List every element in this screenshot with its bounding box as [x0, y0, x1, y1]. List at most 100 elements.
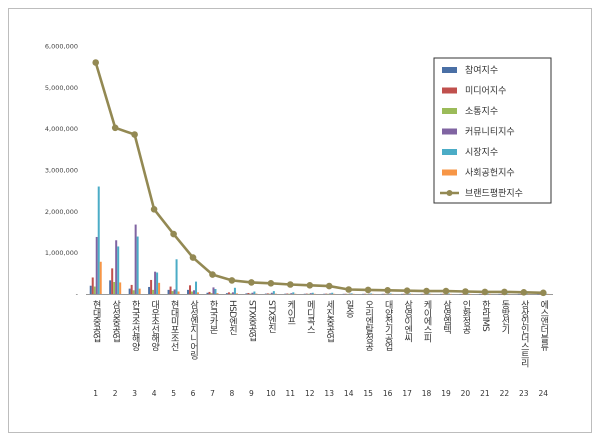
line-point — [540, 289, 547, 297]
bar-커뮤니티지수 — [309, 293, 312, 294]
category-label: STX엔진 — [266, 300, 276, 333]
rank-label: 4 — [152, 389, 157, 398]
rank-label: 16 — [383, 389, 393, 398]
line-point — [501, 288, 508, 296]
category-label: 한국조선해양 — [130, 300, 140, 351]
legend-label: 소통지수 — [465, 106, 498, 117]
category-label: 일승 — [344, 300, 354, 317]
y-tick-label: - — [76, 291, 79, 299]
line-point — [248, 279, 255, 286]
bar-커뮤니티지수 — [212, 287, 215, 294]
legend-label: 사회공헌지수 — [465, 168, 515, 179]
bar-미디어지수 — [247, 292, 250, 294]
bar-시장지수 — [389, 293, 392, 294]
bar-시장지수 — [195, 281, 198, 294]
category-label: 삼성엔지니어링 — [188, 300, 198, 359]
category-label: 대우조선해양 — [149, 300, 159, 351]
bar-참여지수 — [187, 289, 190, 294]
line-point — [131, 131, 138, 138]
line-point — [384, 287, 391, 294]
category-label: 상상인인더스트리 — [519, 300, 529, 369]
x-categories: 현대중공업 삼성중공업 한국조선해양 대우조선해양 현대미포조선 삼성엔지니어링 한국카본 H… — [91, 300, 549, 369]
category-label: 인화정공 — [460, 300, 470, 334]
category-label: 대양전기공업 — [383, 300, 393, 351]
bar-커뮤니티지수 — [173, 289, 176, 294]
bar-커뮤니티지수 — [154, 271, 157, 294]
bar-미디어지수 — [208, 291, 211, 294]
rank-label: 1 — [93, 389, 98, 398]
legend-swatch — [442, 169, 457, 176]
line-point — [306, 282, 314, 289]
bar-사회공헌지수 — [158, 282, 161, 294]
bar-미디어지수 — [189, 285, 192, 294]
bar-커뮤니티지수 — [270, 292, 273, 294]
bar-소통지수 — [191, 291, 194, 294]
rank-label: 19 — [441, 389, 451, 398]
legend-label: 미디어지수 — [465, 86, 506, 97]
line-point — [267, 280, 275, 287]
bar-시장지수 — [311, 292, 314, 294]
rank-label: 3 — [132, 389, 137, 398]
category-label: 세진중공업 — [324, 300, 334, 343]
line-point — [481, 288, 489, 296]
y-tick-label: 2,000,000 — [45, 208, 78, 216]
bar-미디어지수 — [91, 277, 94, 294]
bar-미디어지수 — [266, 293, 269, 294]
rank-label: 13 — [324, 389, 334, 398]
bar-사회공헌지수 — [99, 261, 102, 294]
line-point — [325, 282, 333, 290]
line-point — [442, 287, 450, 295]
rank-label: 23 — [519, 389, 529, 398]
category-label: 케이에스피 — [422, 300, 432, 344]
bar-커뮤니티지수 — [231, 292, 234, 294]
line-point — [111, 124, 119, 132]
brand-line — [92, 59, 547, 297]
legend-swatch — [442, 67, 457, 73]
bar-참여지수 — [109, 280, 112, 294]
bar-시장지수 — [331, 292, 334, 294]
bar-미디어지수 — [169, 286, 172, 294]
legend-swatch — [442, 108, 457, 114]
bar-소통지수 — [132, 290, 135, 294]
bar-시장지수 — [272, 291, 275, 294]
rank-label: 8 — [230, 389, 235, 398]
line-point — [92, 59, 99, 66]
bar-미디어지수 — [111, 268, 114, 294]
line-point — [150, 206, 158, 213]
y-tick-label: 1,000,000 — [45, 249, 78, 257]
legend-swatch — [442, 128, 457, 135]
y-tick-label: 5,000,000 — [45, 84, 78, 92]
category-label: 오리엔탈정공 — [363, 300, 373, 351]
bar-참여지수 — [206, 292, 209, 294]
rank-label: 5 — [171, 389, 176, 398]
legend-marker — [446, 190, 453, 196]
bar-커뮤니티지수 — [251, 292, 254, 294]
rank-label: 20 — [461, 389, 471, 398]
bar-사회공헌지수 — [197, 292, 200, 294]
category-label: 삼성중공업 — [110, 300, 120, 343]
bar-미디어지수 — [286, 293, 289, 294]
bar-사회공헌지수 — [216, 293, 219, 294]
bar-참여지수 — [89, 285, 92, 294]
rank-label: 18 — [422, 389, 432, 398]
line-point — [462, 288, 469, 295]
y-axis-ticks: 6,000,000 5,000,000 4,000,000 3,000,000 2,00… — [45, 43, 79, 299]
legend-label: 참여지수 — [465, 64, 498, 76]
bar-사회공헌지수 — [235, 293, 238, 294]
x-ranks: 1 2 3 4 5 6 7 8 9 10 11 12 13 14 15 16 17 18 19 20 21 22 23 24 — [93, 389, 548, 398]
category-label: 메디콕스 — [305, 300, 315, 334]
bar-시장지수 — [253, 291, 256, 294]
rank-label: 9 — [249, 389, 254, 398]
bar-참여지수 — [128, 288, 131, 294]
bar-시장지수 — [117, 246, 120, 294]
bar-소통지수 — [93, 286, 96, 294]
bar-미디어지수 — [150, 279, 153, 294]
bar-사회공헌지수 — [119, 282, 122, 294]
rank-label: 14 — [344, 389, 354, 398]
legend-label: 커뮤니티지수 — [465, 127, 515, 138]
bar-시장지수 — [350, 293, 353, 294]
rank-label: 21 — [480, 389, 490, 398]
category-label: 케이프 — [285, 300, 295, 325]
category-label: 동방선기 — [499, 300, 509, 335]
